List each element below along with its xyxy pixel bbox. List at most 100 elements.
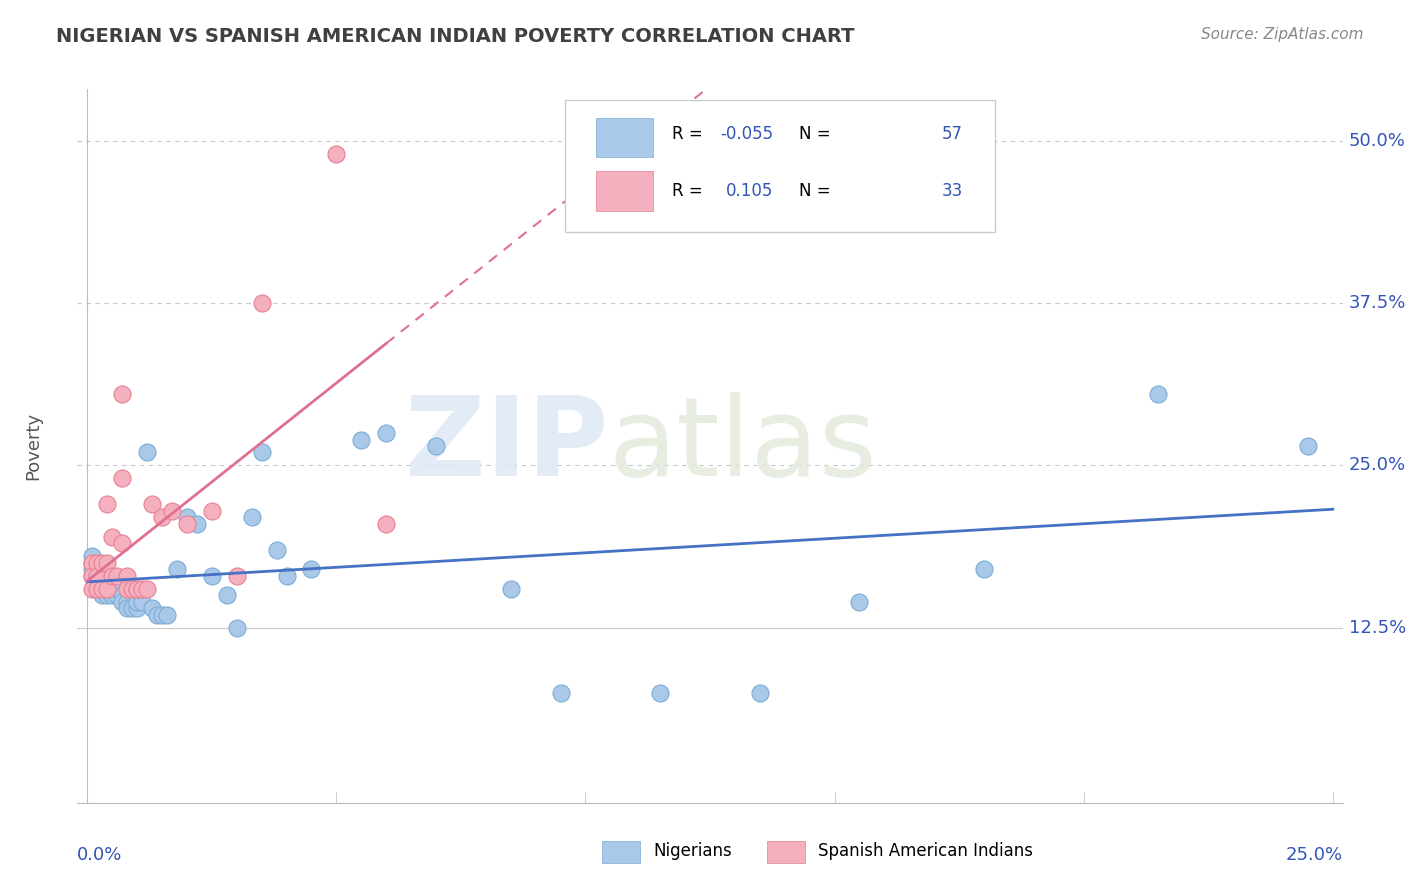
Point <box>136 582 159 596</box>
Point <box>301 562 323 576</box>
Point <box>101 568 124 582</box>
Point <box>131 582 153 596</box>
Point <box>91 582 114 596</box>
Text: 37.5%: 37.5% <box>1348 294 1406 312</box>
Point <box>86 575 108 590</box>
Point <box>748 685 770 699</box>
Point <box>101 588 124 602</box>
Point <box>105 582 128 596</box>
Point <box>973 562 995 576</box>
Point <box>86 556 108 570</box>
Point <box>96 582 118 596</box>
Point <box>250 296 273 310</box>
FancyBboxPatch shape <box>596 118 654 157</box>
Point <box>115 568 138 582</box>
Point <box>250 445 273 459</box>
Point <box>91 582 114 596</box>
Point <box>96 568 118 582</box>
Text: 0.0%: 0.0% <box>77 846 122 863</box>
Point <box>1147 387 1170 401</box>
Text: Nigerians: Nigerians <box>654 842 733 860</box>
Point <box>499 582 522 596</box>
Text: 25.0%: 25.0% <box>1348 457 1406 475</box>
Point <box>82 556 104 570</box>
Point <box>91 588 114 602</box>
Point <box>91 575 114 590</box>
Point <box>201 504 224 518</box>
Point <box>166 562 188 576</box>
Point <box>111 387 134 401</box>
Point <box>101 582 124 596</box>
Text: Source: ZipAtlas.com: Source: ZipAtlas.com <box>1201 27 1364 42</box>
Point <box>96 582 118 596</box>
Point <box>105 588 128 602</box>
Point <box>82 549 104 564</box>
Point <box>136 445 159 459</box>
Point <box>325 147 347 161</box>
Point <box>225 568 247 582</box>
Point <box>160 504 183 518</box>
Point <box>121 582 143 596</box>
FancyBboxPatch shape <box>596 171 654 211</box>
Point <box>82 582 104 596</box>
Point <box>650 685 672 699</box>
Point <box>176 510 198 524</box>
Text: Spanish American Indians: Spanish American Indians <box>818 842 1032 860</box>
Point <box>115 601 138 615</box>
Point <box>150 510 173 524</box>
Point <box>82 562 104 576</box>
Point <box>150 607 173 622</box>
Point <box>131 595 153 609</box>
Point <box>86 568 108 582</box>
Point <box>86 582 108 596</box>
Point <box>82 556 104 570</box>
Point <box>141 497 163 511</box>
Point <box>350 433 373 447</box>
Text: ZIP: ZIP <box>405 392 609 500</box>
Point <box>146 607 169 622</box>
Point <box>91 582 114 596</box>
Point <box>1296 439 1319 453</box>
Point <box>86 568 108 582</box>
Point <box>550 685 572 699</box>
Text: 33: 33 <box>942 182 963 200</box>
Point <box>96 497 118 511</box>
Point <box>105 568 128 582</box>
Text: 0.105: 0.105 <box>725 182 773 200</box>
Point <box>176 516 198 531</box>
Point <box>375 516 398 531</box>
Text: 50.0%: 50.0% <box>1348 132 1406 150</box>
Point <box>848 595 870 609</box>
Point <box>86 562 108 576</box>
Point <box>96 556 118 570</box>
Point <box>201 568 224 582</box>
Text: atlas: atlas <box>609 392 877 500</box>
Point <box>82 568 104 582</box>
Point <box>96 588 118 602</box>
Text: -0.055: -0.055 <box>720 125 773 143</box>
Text: N =: N = <box>799 182 830 200</box>
Point <box>127 582 149 596</box>
Point <box>91 556 114 570</box>
Point <box>240 510 263 524</box>
Text: R =: R = <box>672 182 703 200</box>
Point <box>215 588 238 602</box>
Point <box>127 582 149 596</box>
Point <box>425 439 447 453</box>
Point <box>115 582 138 596</box>
Text: R =: R = <box>672 125 703 143</box>
Point <box>186 516 208 531</box>
Point <box>276 568 298 582</box>
Point <box>156 607 179 622</box>
Point <box>266 542 288 557</box>
Point <box>101 530 124 544</box>
Point <box>121 601 143 615</box>
Text: 25.0%: 25.0% <box>1285 846 1343 863</box>
Text: NIGERIAN VS SPANISH AMERICAN INDIAN POVERTY CORRELATION CHART: NIGERIAN VS SPANISH AMERICAN INDIAN POVE… <box>56 27 855 45</box>
Point <box>115 595 138 609</box>
Text: 12.5%: 12.5% <box>1348 619 1406 637</box>
Text: Poverty: Poverty <box>24 412 42 480</box>
FancyBboxPatch shape <box>603 840 641 863</box>
Point <box>82 568 104 582</box>
FancyBboxPatch shape <box>768 840 806 863</box>
